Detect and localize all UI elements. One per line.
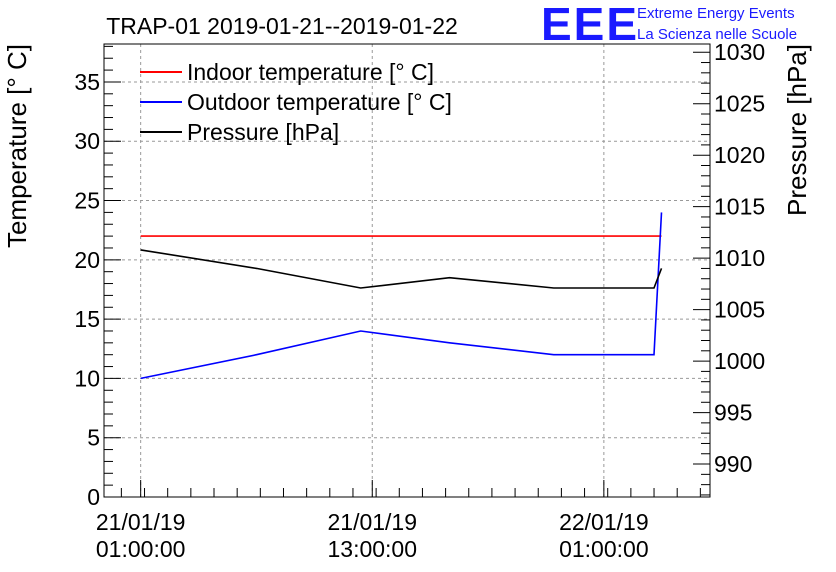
y2-tick-label: 1000	[714, 348, 765, 374]
y2-tick-label: 1025	[714, 91, 765, 117]
y-tick-label: 0	[87, 484, 100, 510]
eee-logo: EEE Extreme Energy Events La Scienza nel…	[541, 0, 797, 50]
y2-axis-label: Pressure [hPa]	[782, 44, 812, 216]
x-tick-label-date: 22/01/19	[559, 509, 649, 535]
y2-tick-label: 1005	[714, 297, 765, 323]
series-lines	[140, 212, 663, 380]
x-tick-label-date: 21/01/19	[327, 509, 417, 535]
y-tick-label: 25	[74, 188, 100, 214]
y-tick-label: 35	[74, 69, 100, 95]
grid	[104, 44, 710, 497]
legend-label: Pressure [hPa]	[187, 119, 339, 145]
x-tick-label-time: 13:00:00	[327, 536, 417, 562]
legend-label: Outdoor temperature [° C]	[187, 89, 452, 115]
series-line-2	[140, 249, 663, 289]
y-tick-label: 10	[74, 365, 100, 391]
axes: 0510152025303599099510001005101010151020…	[74, 39, 765, 562]
logo-line-2: La Scienza nelle Scuole	[637, 26, 797, 43]
logo-mark: EEE	[541, 0, 639, 50]
y-tick-label: 30	[74, 128, 100, 154]
legend-label: Indoor temperature [° C]	[187, 59, 434, 85]
y2-tick-label: 1020	[714, 142, 765, 168]
y2-tick-label: 990	[714, 451, 752, 477]
y2-tick-label: 995	[714, 400, 752, 426]
legend: Indoor temperature [° C] Outdoor temperat…	[140, 59, 452, 145]
x-tick-label-date: 21/01/19	[96, 509, 186, 535]
y2-tick-label: 1015	[714, 194, 765, 220]
x-tick-label-time: 01:00:00	[559, 536, 649, 562]
y2-tick-label: 1010	[714, 245, 765, 271]
plot-frame	[103, 43, 711, 498]
y-tick-label: 20	[74, 247, 100, 273]
y-tick-label: 15	[74, 306, 100, 332]
chart-title: TRAP-01 2019-01-21--2019-01-22	[106, 13, 458, 39]
y-tick-label: 5	[87, 425, 100, 451]
logo-line-1: Extreme Energy Events	[637, 5, 795, 22]
x-tick-label-time: 01:00:00	[96, 536, 186, 562]
y-axis-label: Temperature [° C]	[2, 44, 32, 248]
series-line-1	[140, 212, 663, 380]
y2-tick-label: 1030	[714, 39, 765, 65]
